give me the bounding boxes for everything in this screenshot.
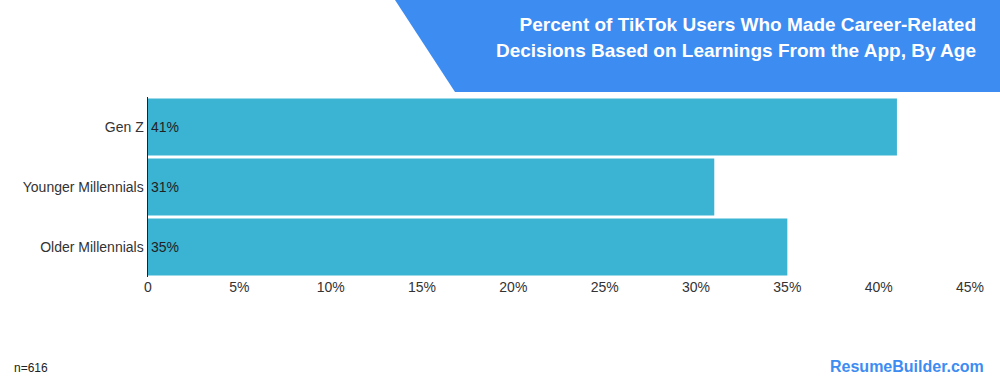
svg-text:Younger Millennials: Younger Millennials	[23, 179, 144, 195]
html-text:Percent of TikTok Users Who Ma: Percent of TikTok Users Who Made Career-…	[496, 14, 976, 61]
svg-text:5%: 5%	[229, 279, 249, 295]
svg-text:40%: 40%	[865, 279, 893, 295]
svg-text:10%: 10%	[317, 279, 345, 295]
svg-text:35%: 35%	[151, 239, 179, 255]
svg-text:ResumeBuilder.com: ResumeBuilder.com	[830, 358, 984, 375]
svg-text:0: 0	[144, 279, 152, 295]
svg-text:20%: 20%	[499, 279, 527, 295]
svg-text:41%: 41%	[151, 119, 179, 135]
svg-text:30%: 30%	[682, 279, 710, 295]
svg-text:35%: 35%	[773, 279, 801, 295]
svg-text:31%: 31%	[151, 179, 179, 195]
svg-text:15%: 15%	[408, 279, 436, 295]
svg-text:Gen Z: Gen Z	[105, 119, 144, 135]
svg-text:n=616: n=616	[14, 361, 48, 375]
svg-text:Older Millennials: Older Millennials	[40, 239, 143, 255]
svg-text:45%: 45%	[956, 279, 984, 295]
svg-text:25%: 25%	[591, 279, 619, 295]
